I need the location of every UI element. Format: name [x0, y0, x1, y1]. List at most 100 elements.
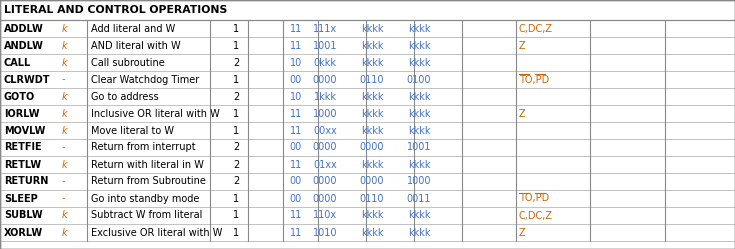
- Text: TO,PD: TO,PD: [519, 193, 549, 203]
- Text: 1: 1: [233, 23, 239, 34]
- Text: AND literal with W: AND literal with W: [91, 41, 181, 51]
- Text: 0000: 0000: [359, 177, 384, 187]
- Text: 2: 2: [233, 91, 239, 102]
- Text: kkkk: kkkk: [361, 41, 383, 51]
- Text: Return from Subroutine: Return from Subroutine: [91, 177, 206, 187]
- Text: 110x: 110x: [313, 210, 337, 221]
- Text: GOTO: GOTO: [4, 91, 35, 102]
- Text: kkkk: kkkk: [408, 109, 430, 119]
- Text: -: -: [62, 142, 65, 152]
- Text: CALL: CALL: [4, 58, 32, 67]
- Text: 0kkk: 0kkk: [314, 58, 337, 67]
- Text: kkkk: kkkk: [408, 23, 430, 34]
- Text: kkkk: kkkk: [361, 109, 383, 119]
- Text: 00: 00: [290, 177, 302, 187]
- Text: 01xx: 01xx: [313, 160, 337, 170]
- Text: 0000: 0000: [313, 74, 337, 84]
- Text: RETFIE: RETFIE: [4, 142, 42, 152]
- Text: 11: 11: [290, 160, 302, 170]
- Text: Subtract W from literal: Subtract W from literal: [91, 210, 202, 221]
- Text: Call subroutine: Call subroutine: [91, 58, 165, 67]
- Text: Add literal and W: Add literal and W: [91, 23, 175, 34]
- Text: SUBLW: SUBLW: [4, 210, 43, 221]
- Text: 0110: 0110: [359, 193, 384, 203]
- Text: kkkk: kkkk: [408, 160, 430, 170]
- Text: 10: 10: [290, 58, 302, 67]
- Text: kkkk: kkkk: [361, 160, 383, 170]
- Text: 0100: 0100: [406, 74, 431, 84]
- Text: Inclusive OR literal with W: Inclusive OR literal with W: [91, 109, 220, 119]
- Text: kkkk: kkkk: [408, 228, 430, 238]
- Text: k: k: [62, 125, 68, 135]
- Text: k: k: [62, 41, 68, 51]
- Text: Z: Z: [519, 228, 526, 238]
- Text: 1: 1: [233, 228, 239, 238]
- Text: 0110: 0110: [359, 74, 384, 84]
- Text: C,DC,Z: C,DC,Z: [519, 23, 553, 34]
- Text: k: k: [62, 160, 68, 170]
- Text: 00: 00: [290, 193, 302, 203]
- Text: kkkk: kkkk: [361, 23, 383, 34]
- Text: 2: 2: [233, 177, 239, 187]
- Text: -: -: [62, 193, 65, 203]
- Text: 1: 1: [233, 41, 239, 51]
- Text: 11: 11: [290, 109, 302, 119]
- Text: kkkk: kkkk: [361, 125, 383, 135]
- Text: Exclusive OR literal with W: Exclusive OR literal with W: [91, 228, 223, 238]
- Text: kkkk: kkkk: [361, 228, 383, 238]
- Text: kkkk: kkkk: [361, 210, 383, 221]
- Text: 11: 11: [290, 210, 302, 221]
- Text: 1: 1: [233, 109, 239, 119]
- Text: Z: Z: [519, 41, 526, 51]
- Text: RETLW: RETLW: [4, 160, 41, 170]
- Text: 0000: 0000: [313, 142, 337, 152]
- Text: 00xx: 00xx: [313, 125, 337, 135]
- Text: kkkk: kkkk: [408, 58, 430, 67]
- Text: C,DC,Z: C,DC,Z: [519, 210, 553, 221]
- Text: k: k: [62, 210, 68, 221]
- Text: 1000: 1000: [313, 109, 337, 119]
- Text: 2: 2: [233, 142, 239, 152]
- Text: MOVLW: MOVLW: [4, 125, 46, 135]
- Text: TO,PD: TO,PD: [519, 74, 549, 84]
- Text: -: -: [62, 177, 65, 187]
- Text: Return with literal in W: Return with literal in W: [91, 160, 204, 170]
- Text: ANDLW: ANDLW: [4, 41, 44, 51]
- Text: kkkk: kkkk: [408, 125, 430, 135]
- Text: 1: 1: [233, 125, 239, 135]
- Text: 1000: 1000: [406, 177, 431, 187]
- Text: kkkk: kkkk: [361, 91, 383, 102]
- Text: 11: 11: [290, 23, 302, 34]
- Text: 1: 1: [233, 193, 239, 203]
- Text: Move literal to W: Move literal to W: [91, 125, 174, 135]
- Text: 1: 1: [233, 210, 239, 221]
- Text: kkkk: kkkk: [361, 58, 383, 67]
- Text: 00: 00: [290, 142, 302, 152]
- Text: 1010: 1010: [313, 228, 337, 238]
- Text: ADDLW: ADDLW: [4, 23, 44, 34]
- Text: 111x: 111x: [313, 23, 337, 34]
- Text: k: k: [62, 58, 68, 67]
- Text: RETURN: RETURN: [4, 177, 49, 187]
- Text: 2: 2: [233, 58, 239, 67]
- Text: Go to address: Go to address: [91, 91, 159, 102]
- Text: 2: 2: [233, 160, 239, 170]
- Text: XORLW: XORLW: [4, 228, 43, 238]
- Text: kkkk: kkkk: [408, 91, 430, 102]
- Text: 1kkk: 1kkk: [314, 91, 337, 102]
- Text: Z: Z: [519, 109, 526, 119]
- Text: 0011: 0011: [406, 193, 431, 203]
- Text: Return from interrupt: Return from interrupt: [91, 142, 196, 152]
- Text: 1: 1: [233, 74, 239, 84]
- Text: LITERAL AND CONTROL OPERATIONS: LITERAL AND CONTROL OPERATIONS: [4, 5, 227, 15]
- Text: 11: 11: [290, 125, 302, 135]
- Text: kkkk: kkkk: [408, 210, 430, 221]
- Text: k: k: [62, 228, 68, 238]
- Text: 0000: 0000: [313, 193, 337, 203]
- Text: -: -: [62, 74, 65, 84]
- Text: 11: 11: [290, 41, 302, 51]
- Text: k: k: [62, 23, 68, 34]
- Text: 0000: 0000: [313, 177, 337, 187]
- Text: k: k: [62, 91, 68, 102]
- Text: 00: 00: [290, 74, 302, 84]
